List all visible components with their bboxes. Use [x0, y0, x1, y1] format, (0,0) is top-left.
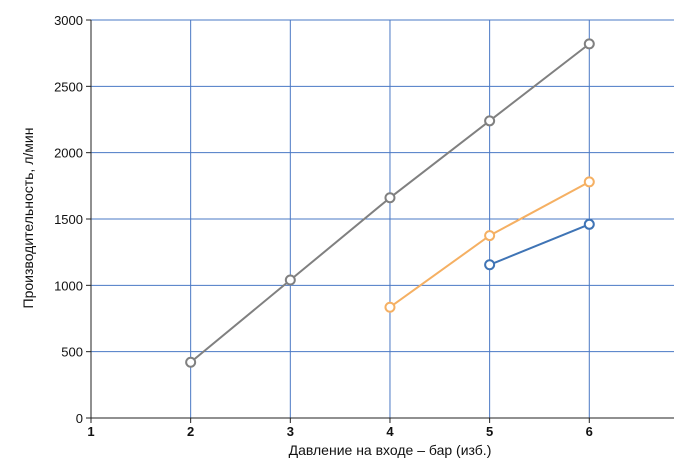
- x-tick-labels: 1 2 3 4 5 6: [87, 424, 593, 439]
- x-axis-label: Давление на входе – бар (изб.): [289, 442, 492, 458]
- x-tick-label: 4: [386, 424, 394, 439]
- grid-lines: [91, 19, 674, 418]
- data-point: [185, 356, 197, 368]
- x-tick-label: 2: [187, 424, 194, 439]
- y-tick-label: 2000: [54, 146, 83, 161]
- data-point: [583, 38, 595, 50]
- data-point: [484, 259, 496, 271]
- series-1: [185, 38, 595, 368]
- series-2: [384, 176, 595, 313]
- x-tick-label: 1: [87, 424, 94, 439]
- y-tick-labels: 0 500 1000 1500 2000 2500 3000: [54, 13, 83, 426]
- x-tick-label: 3: [287, 424, 294, 439]
- data-point: [284, 274, 296, 286]
- axes: [86, 19, 674, 423]
- series-3: [484, 218, 595, 271]
- series-line: [489, 223, 590, 266]
- y-axis-label: Производительность, л/мин: [20, 128, 36, 309]
- y-tick-label: 1000: [54, 278, 83, 293]
- data-point: [583, 218, 595, 230]
- y-tick-label: 2500: [54, 79, 83, 94]
- y-tick-label: 1500: [54, 212, 83, 227]
- data-point: [484, 230, 496, 242]
- y-tick-label: 500: [61, 345, 83, 360]
- x-tick-label: 5: [486, 424, 493, 439]
- x-tick-label: 6: [586, 424, 593, 439]
- data-point: [583, 176, 595, 188]
- data-point: [384, 301, 396, 313]
- data-point: [484, 115, 496, 127]
- data-point: [384, 192, 396, 204]
- y-tick-label: 3000: [54, 13, 83, 28]
- series-group: [185, 38, 595, 368]
- y-tick-label: 0: [76, 411, 83, 426]
